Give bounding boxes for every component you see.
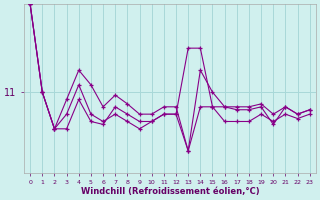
X-axis label: Windchill (Refroidissement éolien,°C): Windchill (Refroidissement éolien,°C) [81,187,259,196]
